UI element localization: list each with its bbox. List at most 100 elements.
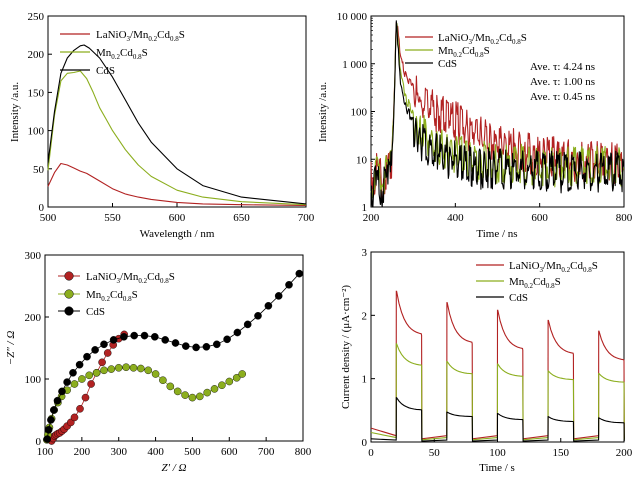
y-tick-label: 100 [28, 126, 45, 138]
x-axis-label: Time / ns [476, 228, 517, 240]
y-tick-label: 100 [25, 374, 42, 386]
x-tick-label: 100 [489, 447, 506, 459]
y-tick-label: 0 [39, 202, 45, 214]
legend-marker-red [64, 271, 74, 281]
y-tick-label: 200 [28, 49, 45, 61]
y-axis-label: −Z″ / Ω [5, 331, 17, 366]
data-point-red [81, 393, 90, 402]
y-tick-label: 300 [25, 250, 42, 262]
data-point-green [218, 381, 226, 390]
data-point-red [70, 413, 79, 422]
data-point-green [92, 368, 101, 377]
x-tick-label: 0 [368, 447, 374, 459]
legend-entry: Mn0.2Cd0.8S [509, 276, 561, 290]
legend-marker-black [64, 306, 74, 316]
tick-group: 0 50 100 150 200 0 1 2 3 [362, 247, 633, 459]
data-point-black [274, 292, 283, 300]
legend-entry: LaNiO3/Mn0.2Cd0.8S [86, 271, 175, 285]
data-point-black [100, 340, 108, 349]
x-tick-label: 700 [258, 446, 275, 458]
series-line-green [47, 70, 307, 206]
legend-marker-green [64, 289, 74, 299]
series-line-green [370, 343, 625, 441]
x-tick-label: 600 [221, 446, 238, 458]
data-point-black [75, 360, 84, 369]
data-point-black [233, 328, 242, 337]
data-point-green [78, 375, 86, 383]
data-point-black [47, 416, 55, 424]
legend-entry: LaNiO3/Mn0.2Cd0.8S [438, 32, 527, 46]
data-point-black [58, 387, 66, 396]
data-point-black [140, 331, 149, 340]
series-line-red [47, 162, 307, 207]
x-tick-label: 500 [184, 446, 201, 458]
data-point-green [70, 380, 79, 388]
y-tick-label: 0 [36, 436, 42, 448]
data-point-green [85, 371, 93, 380]
data-point-green [210, 385, 219, 393]
data-point-black [295, 269, 304, 278]
y-tick-label: 10 000 [337, 11, 368, 23]
tick-group: 200 400 600 800 1 10 100 1 000 10 000 [337, 11, 633, 224]
data-point-green [166, 382, 175, 391]
x-tick-label: 500 [40, 212, 57, 224]
data-point-red [76, 404, 84, 413]
y-tick-label: 1 [362, 374, 368, 386]
data-point-green [225, 377, 234, 386]
legend-entry: Mn0.2Cd0.8S [96, 47, 148, 61]
legend-entry: Mn0.2Cd0.8S [86, 289, 138, 303]
x-tick-label: 50 [429, 447, 441, 459]
x-tick-label: 550 [104, 212, 121, 224]
data-point-green [129, 363, 138, 372]
y-tick-label: 250 [28, 11, 45, 23]
data-point-black [150, 332, 159, 341]
panel-photocurrent: 0 50 100 150 200 0 1 2 3 Time / s Current densit… [340, 247, 633, 474]
data-point-black [130, 331, 138, 340]
x-axis-label: Z′ / Ω [161, 462, 186, 474]
data-point-black [181, 342, 190, 350]
data-point-black [161, 336, 169, 344]
y-tick-label: 1 [362, 202, 368, 214]
data-point-black [285, 280, 293, 289]
x-tick-label: 300 [110, 446, 127, 458]
data-point-black [223, 335, 231, 344]
data-point-red [98, 358, 106, 367]
series-line-black [370, 20, 624, 208]
y-axis-label: Intensity /a.u. [317, 82, 329, 142]
data-point-green [100, 366, 108, 375]
x-tick-label: 100 [37, 446, 54, 458]
x-tick-label: 600 [169, 212, 186, 224]
y-tick-label: 150 [28, 87, 45, 99]
data-point-green [238, 370, 246, 378]
y-tick-label: 10 [356, 154, 368, 166]
y-axis-label: Current density / (μA·cm⁻²) [340, 285, 352, 409]
data-point-green [151, 370, 160, 378]
lifetime-annotation: Ave. τ: 0.45 ns [530, 91, 595, 103]
legend-entry: Mn0.2Cd0.8S [438, 45, 490, 59]
data-point-green [136, 364, 145, 373]
legend: LaNiO3/Mn0.2Cd0.8S Mn0.2Cd0.8S CdS [405, 32, 527, 70]
series-group [370, 290, 625, 442]
data-point-green [114, 363, 123, 372]
x-tick-label: 400 [447, 212, 464, 224]
legend-entry: CdS [438, 58, 457, 70]
data-point-green [232, 373, 241, 382]
legend-entry: CdS [509, 292, 528, 304]
data-point-black [53, 396, 62, 405]
y-tick-label: 200 [25, 312, 42, 324]
x-tick-label: 150 [553, 447, 570, 459]
series-group [47, 44, 307, 207]
x-tick-label: 600 [531, 212, 548, 224]
legend-entry: LaNiO3/Mn0.2Cd0.8S [509, 260, 598, 274]
data-point-green [144, 366, 152, 375]
data-point-black [202, 342, 211, 351]
data-point-black [83, 352, 91, 361]
x-tick-label: 200 [74, 446, 91, 458]
data-point-black [63, 378, 71, 386]
data-point-black [243, 320, 252, 329]
data-point-black [171, 339, 180, 347]
data-point-black [91, 346, 99, 354]
x-tick-label: 700 [298, 212, 315, 224]
